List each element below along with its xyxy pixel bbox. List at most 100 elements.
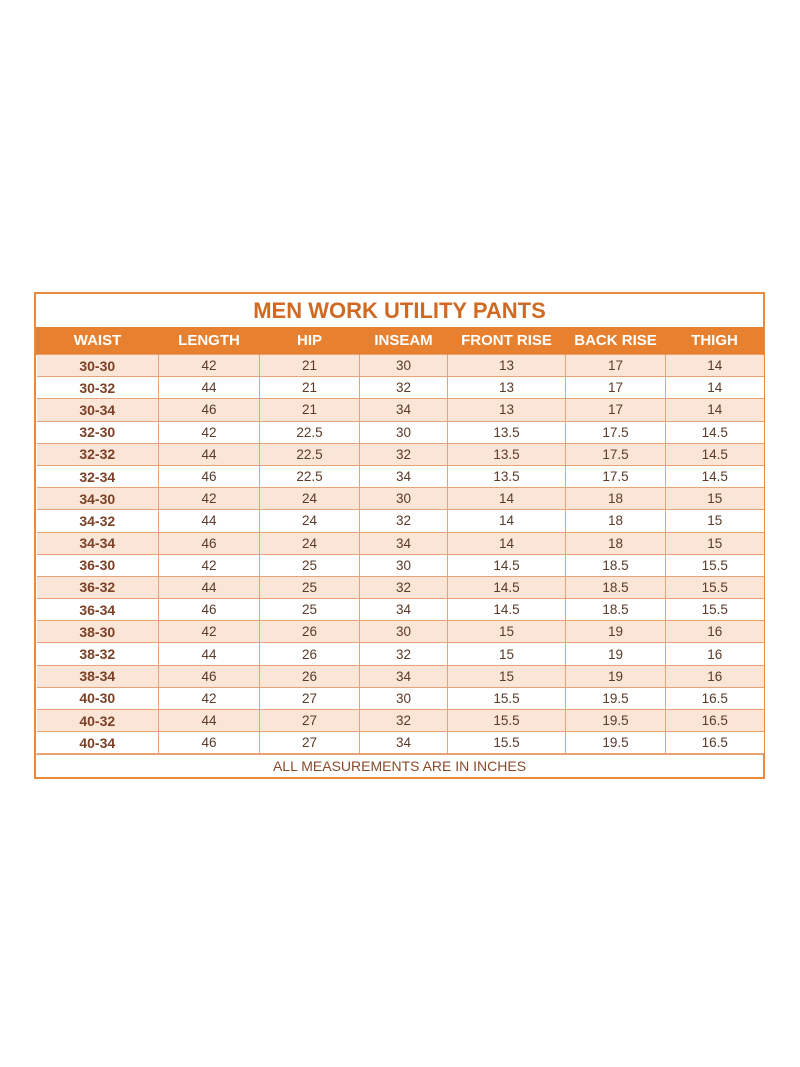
- cell-waist: 40-32: [36, 708, 159, 733]
- cell-thigh: 16: [665, 620, 764, 644]
- cell-thigh: 14.5: [665, 464, 764, 489]
- cell-thigh: 16: [665, 664, 764, 688]
- cell-back-rise: 17.5: [565, 464, 666, 489]
- cell-front-rise: 14: [447, 509, 566, 533]
- cell-length: 46: [158, 398, 260, 422]
- header-thigh: THIGH: [665, 327, 764, 355]
- cell-hip: 27: [259, 708, 360, 733]
- cell-inseam: 32: [359, 442, 448, 466]
- cell-hip: 26: [259, 664, 360, 688]
- header-hip: HIP: [259, 327, 360, 355]
- cell-back-rise: 17.5: [565, 420, 666, 444]
- cell-waist: 30-34: [36, 398, 159, 422]
- header-length: LENGTH: [158, 327, 260, 355]
- cell-thigh: 16.5: [665, 686, 764, 711]
- cell-thigh: 14: [665, 353, 764, 378]
- cell-front-rise: 14.5: [447, 575, 566, 600]
- cell-waist: 34-30: [36, 487, 159, 511]
- cell-waist: 34-34: [36, 531, 159, 555]
- cell-back-rise: 18: [565, 487, 666, 511]
- cell-length: 44: [158, 575, 260, 600]
- cell-front-rise: 15: [447, 620, 566, 644]
- size-chart: MEN WORK UTILITY PANTS WAIST LENGTH HIP …: [34, 292, 765, 780]
- cell-hip: 26: [259, 642, 360, 666]
- cell-length: 46: [158, 664, 260, 688]
- cell-back-rise: 19: [565, 642, 666, 666]
- cell-front-rise: 13.5: [447, 420, 566, 444]
- header-inseam: INSEAM: [359, 327, 448, 355]
- cell-thigh: 15: [665, 531, 764, 555]
- table-row: 36-34 46 25 34 14.5 18.5 15.5: [36, 598, 764, 622]
- table-row: 30-30 42 21 30 13 17 14: [36, 353, 764, 378]
- cell-length: 44: [158, 376, 260, 400]
- cell-back-rise: 19.5: [565, 708, 666, 733]
- table-row: 34-34 46 24 34 14 18 15: [36, 531, 764, 555]
- cell-front-rise: 13.5: [447, 442, 566, 466]
- cell-waist: 38-32: [36, 642, 159, 666]
- size-table: WAIST LENGTH HIP INSEAM FRONT RISE BACK …: [36, 327, 764, 755]
- cell-thigh: 16: [665, 642, 764, 666]
- cell-length: 42: [158, 553, 260, 577]
- table-row: 38-32 44 26 32 15 19 16: [36, 642, 764, 666]
- cell-length: 44: [158, 642, 260, 666]
- header-back-rise: BACK RISE: [565, 327, 666, 355]
- table-header: WAIST LENGTH HIP INSEAM FRONT RISE BACK …: [36, 327, 764, 355]
- cell-back-rise: 18.5: [565, 598, 666, 622]
- cell-front-rise: 14.5: [447, 553, 566, 577]
- cell-front-rise: 14: [447, 531, 566, 555]
- table-row: 34-30 42 24 30 14 18 15: [36, 487, 764, 511]
- table-row: 36-32 44 25 32 14.5 18.5 15.5: [36, 575, 764, 600]
- cell-hip: 25: [259, 553, 360, 577]
- table-row: 38-34 46 26 34 15 19 16: [36, 664, 764, 688]
- cell-waist: 34-32: [36, 509, 159, 533]
- cell-back-rise: 17: [565, 376, 666, 400]
- cell-length: 44: [158, 509, 260, 533]
- cell-hip: 24: [259, 509, 360, 533]
- cell-thigh: 16.5: [665, 731, 764, 755]
- cell-waist: 36-32: [36, 575, 159, 600]
- cell-inseam: 30: [359, 686, 448, 711]
- cell-front-rise: 15: [447, 642, 566, 666]
- cell-thigh: 16.5: [665, 708, 764, 733]
- cell-back-rise: 18: [565, 509, 666, 533]
- cell-back-rise: 19.5: [565, 686, 666, 711]
- cell-waist: 38-34: [36, 664, 159, 688]
- cell-front-rise: 15.5: [447, 731, 566, 755]
- cell-length: 46: [158, 531, 260, 555]
- cell-length: 42: [158, 620, 260, 644]
- cell-inseam: 34: [359, 598, 448, 622]
- cell-inseam: 30: [359, 420, 448, 444]
- cell-inseam: 34: [359, 398, 448, 422]
- cell-waist: 30-30: [36, 353, 159, 378]
- chart-title: MEN WORK UTILITY PANTS: [253, 298, 546, 323]
- cell-thigh: 15.5: [665, 598, 764, 622]
- cell-length: 44: [158, 708, 260, 733]
- cell-front-rise: 14.5: [447, 598, 566, 622]
- cell-inseam: 32: [359, 376, 448, 400]
- cell-front-rise: 13: [447, 398, 566, 422]
- table-row: 30-34 46 21 34 13 17 14: [36, 398, 764, 422]
- cell-thigh: 15: [665, 509, 764, 533]
- cell-length: 46: [158, 598, 260, 622]
- cell-back-rise: 17: [565, 353, 666, 378]
- header-front-rise: FRONT RISE: [447, 327, 566, 355]
- table-body: 30-30 42 21 30 13 17 14 30-32 44 21 32 13 17 14 30-34 4…: [36, 353, 764, 755]
- cell-waist: 32-34: [36, 464, 159, 489]
- cell-back-rise: 18: [565, 531, 666, 555]
- cell-hip: 22.5: [259, 420, 360, 444]
- table-row: 32-34 46 22.5 34 13.5 17.5 14.5: [36, 464, 764, 489]
- cell-hip: 25: [259, 575, 360, 600]
- cell-waist: 36-34: [36, 598, 159, 622]
- cell-front-rise: 14: [447, 487, 566, 511]
- cell-inseam: 32: [359, 575, 448, 600]
- cell-hip: 26: [259, 620, 360, 644]
- cell-length: 42: [158, 487, 260, 511]
- cell-thigh: 15.5: [665, 575, 764, 600]
- cell-back-rise: 17.5: [565, 442, 666, 466]
- cell-inseam: 30: [359, 553, 448, 577]
- cell-hip: 22.5: [259, 442, 360, 466]
- table-row: 40-30 42 27 30 15.5 19.5 16.5: [36, 686, 764, 711]
- table-row: 32-32 44 22.5 32 13.5 17.5 14.5: [36, 442, 764, 466]
- cell-back-rise: 19: [565, 620, 666, 644]
- cell-inseam: 34: [359, 531, 448, 555]
